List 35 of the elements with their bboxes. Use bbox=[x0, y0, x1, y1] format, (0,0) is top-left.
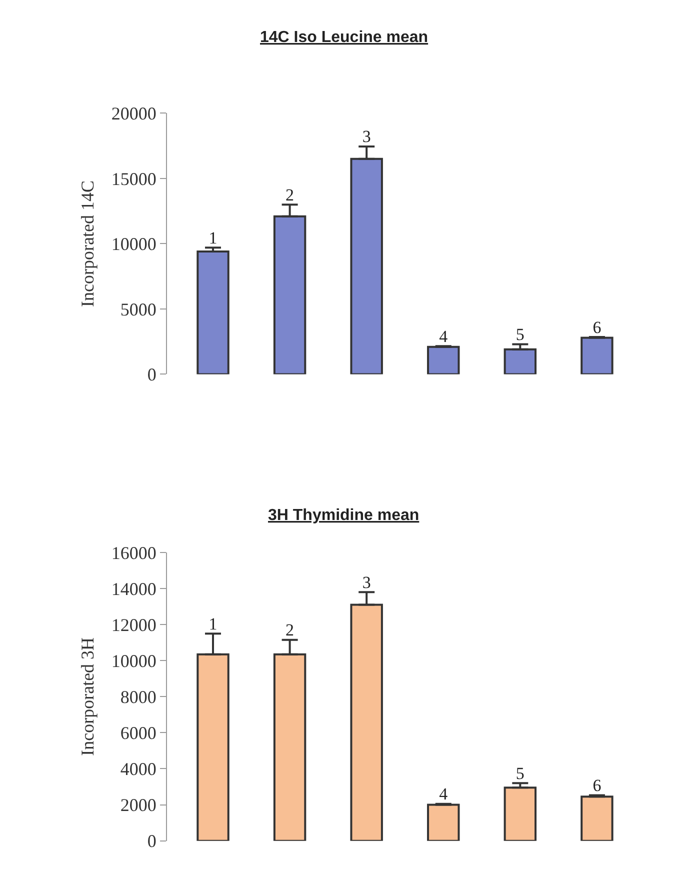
bar bbox=[427, 804, 460, 841]
y-tick-label: 2000 bbox=[120, 795, 156, 816]
category-label: 1 bbox=[208, 228, 218, 248]
bar bbox=[427, 346, 460, 374]
y-tick-label: 8000 bbox=[120, 686, 156, 707]
category-label: 1 bbox=[208, 614, 218, 634]
y-axis-title: Incorporated 14C bbox=[78, 180, 98, 307]
category-label: 2 bbox=[286, 620, 294, 640]
y-tick-label: 12000 bbox=[111, 614, 156, 635]
category-label: 3 bbox=[362, 572, 371, 592]
y-tick-label: 16000 bbox=[111, 542, 156, 563]
category-label: 5 bbox=[516, 764, 524, 783]
y-tick-label: 5000 bbox=[120, 299, 156, 320]
category-label: 3 bbox=[362, 127, 371, 146]
category-label: 2 bbox=[286, 185, 294, 204]
category-label: 6 bbox=[592, 318, 602, 337]
y-tick-label: 0 bbox=[147, 831, 156, 852]
y-tick-label: 6000 bbox=[120, 723, 156, 744]
y-tick-label: 15000 bbox=[111, 168, 156, 189]
y-tick-label: 10000 bbox=[111, 650, 156, 671]
y-tick-label: 10000 bbox=[111, 234, 156, 254]
chart-title: 14C Iso Leucine mean bbox=[260, 29, 428, 46]
bar bbox=[196, 250, 230, 374]
chart-title: 3H Thymidine mean bbox=[268, 507, 420, 524]
bar bbox=[580, 336, 614, 374]
y-tick-label: 14000 bbox=[111, 578, 156, 599]
y-tick-label: 4000 bbox=[120, 759, 156, 780]
y-axis-title: Incorporated 3H bbox=[78, 637, 98, 756]
category-label: 4 bbox=[439, 784, 448, 804]
y-tick-label: 20000 bbox=[111, 104, 156, 124]
category-label: 4 bbox=[439, 326, 448, 346]
category-label: 6 bbox=[592, 776, 602, 795]
category-label: 5 bbox=[516, 324, 524, 344]
bar bbox=[580, 796, 614, 841]
y-tick-label: 0 bbox=[147, 364, 156, 385]
